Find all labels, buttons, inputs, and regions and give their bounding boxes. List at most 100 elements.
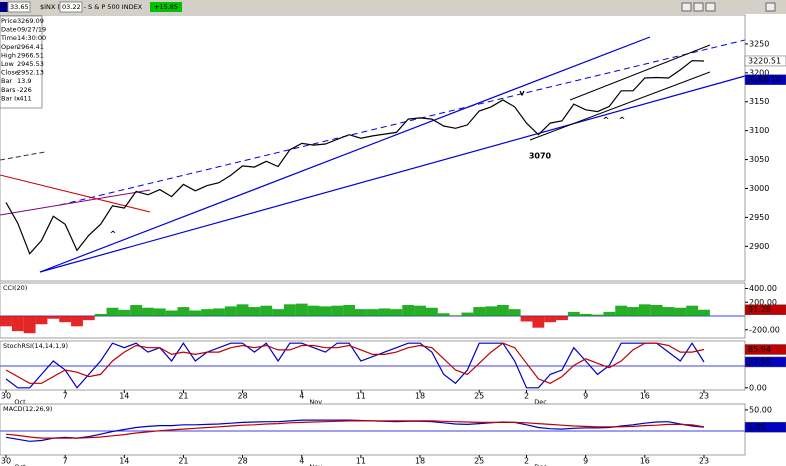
x-tick-label: 21 — [178, 392, 188, 401]
info-value: 09/27/19 — [17, 26, 46, 34]
info-value: 13.9 — [17, 77, 31, 85]
x-tick-label: 11 — [356, 457, 366, 466]
x-tick-label: 21 — [178, 457, 188, 466]
bar — [319, 306, 332, 316]
bar — [213, 308, 225, 316]
panel-frame — [0, 14, 746, 282]
month-label: Nov — [309, 463, 322, 466]
x-tick-label: 18 — [415, 457, 425, 466]
x-tick-label: 7 — [63, 392, 68, 401]
y-tick-label: 3000 — [749, 184, 769, 193]
info-value: -226 — [17, 86, 32, 94]
button[interactable] — [705, 2, 716, 12]
bar — [414, 305, 426, 316]
bar — [556, 316, 568, 321]
bar — [307, 305, 320, 316]
bar — [354, 309, 367, 316]
button[interactable] — [765, 2, 776, 12]
bar — [284, 304, 296, 316]
bar — [331, 305, 344, 316]
bar — [449, 315, 462, 316]
bar — [485, 306, 497, 316]
panel-label: StochRSI(14,14,1,9) — [3, 342, 68, 350]
bar — [189, 310, 202, 316]
y-tick-label: 2950 — [749, 213, 769, 222]
bar — [248, 307, 261, 316]
x-tick-label: 14 — [119, 392, 129, 401]
button[interactable] — [693, 2, 704, 12]
button[interactable] — [681, 2, 692, 12]
month-label: Nov — [309, 398, 322, 406]
bar — [106, 307, 119, 316]
x-tick-label: 25 — [474, 457, 484, 466]
y-tick-label: 3150 — [749, 97, 769, 106]
field-box — [150, 2, 182, 12]
y-tick-label: 400.00 — [749, 284, 777, 293]
bar — [615, 305, 628, 316]
x-tick-label: 7 — [63, 457, 68, 466]
annotation: v — [519, 89, 525, 98]
info-label: Time — [0, 34, 17, 42]
value-tag — [744, 356, 786, 368]
annotation: ^ — [603, 116, 610, 125]
panel-frame — [0, 340, 746, 391]
bar — [638, 304, 651, 316]
bar — [662, 307, 675, 316]
x-tick-label: 9 — [583, 392, 588, 401]
bar — [579, 313, 592, 316]
value-tag — [744, 304, 786, 315]
month-label: Oct — [14, 463, 26, 466]
bar — [567, 311, 580, 316]
bar — [153, 308, 166, 316]
x-tick-label: 30 — [1, 457, 11, 466]
value-tag — [744, 344, 786, 355]
x-tick-label: 30 — [1, 392, 11, 401]
bar — [544, 316, 557, 323]
panel-frame — [0, 403, 746, 456]
field: +15.85 — [154, 3, 178, 11]
symbol: $INX ($PX.X) - S & P 500 INDEX — [40, 3, 143, 11]
x-tick-label: 2 — [524, 392, 529, 401]
bar — [295, 303, 308, 316]
y-tick-label: 0.00 — [749, 383, 767, 392]
x-tick-label: 2 — [524, 457, 529, 466]
info-label: High — [1, 51, 16, 59]
annotation: ^ — [619, 116, 626, 125]
value-tag — [744, 421, 786, 433]
month-label: Oct — [14, 398, 26, 406]
series-line — [5, 60, 705, 255]
info-label: Bar Ix — [1, 94, 20, 102]
bar — [224, 306, 237, 316]
field: 03.22 — [62, 3, 81, 11]
y-tick-label: 3050 — [749, 155, 769, 164]
bar — [520, 316, 533, 322]
x-tick-label: 4 — [299, 392, 304, 401]
value-tag-label: 91.28 — [748, 305, 771, 314]
bar — [508, 309, 521, 316]
bar — [496, 305, 509, 316]
value-tag — [744, 74, 786, 85]
series-line — [5, 342, 705, 384]
bar — [603, 311, 616, 316]
y-tick-label: 50.00 — [749, 405, 772, 414]
y-tick-label: -200.00 — [749, 325, 780, 334]
x-tick-label: 14 — [119, 457, 129, 466]
bar — [47, 316, 60, 319]
info-value: 2945.53 — [17, 60, 44, 68]
x-tick-label: 28 — [238, 457, 248, 466]
info-label: Price — [1, 17, 17, 25]
info-value: 14:30:00 — [17, 34, 46, 42]
info-label: Close — [1, 69, 19, 77]
bar — [272, 309, 285, 316]
value-tag-label: 3188.10 — [748, 75, 781, 84]
info-label: Open — [1, 43, 18, 51]
info-value: -411 — [17, 94, 32, 102]
annotation: ^ — [110, 230, 117, 239]
month-label: Dec — [534, 463, 547, 466]
field-box — [7, 1, 31, 13]
info-value: 2966.51 — [17, 51, 44, 59]
x-tick-label: 11 — [356, 392, 366, 401]
info-value: 2952.13 — [17, 69, 44, 77]
bar — [402, 305, 415, 316]
